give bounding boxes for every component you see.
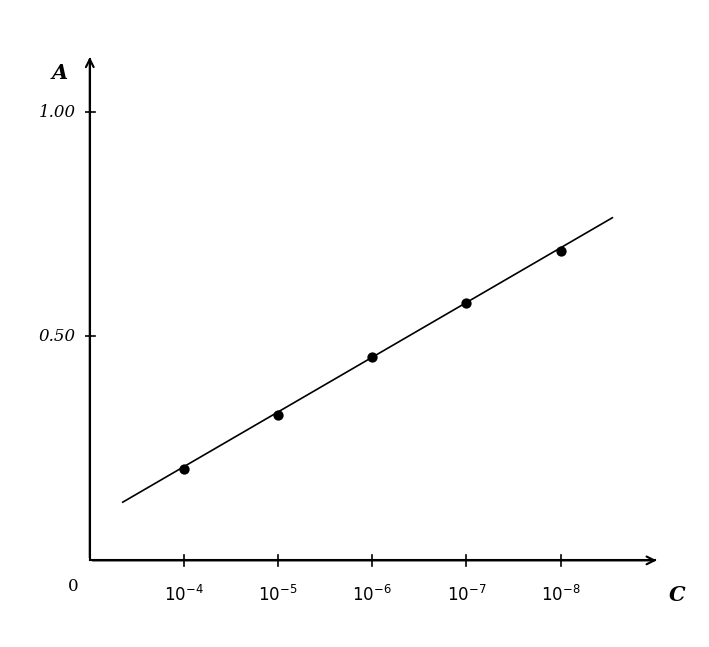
Text: A: A xyxy=(52,63,68,83)
Text: $10^{-8}$: $10^{-8}$ xyxy=(541,585,581,605)
Text: $10^{-7}$: $10^{-7}$ xyxy=(447,585,486,605)
Point xyxy=(272,410,284,420)
Point xyxy=(461,298,472,308)
Text: $10^{-4}$: $10^{-4}$ xyxy=(164,585,203,605)
Text: 0.50: 0.50 xyxy=(38,328,76,345)
Text: 0: 0 xyxy=(67,578,78,595)
Point xyxy=(555,246,566,256)
Point xyxy=(178,463,189,474)
Point xyxy=(367,351,378,362)
Text: C: C xyxy=(669,585,686,605)
Text: $10^{-6}$: $10^{-6}$ xyxy=(352,585,392,605)
Text: $10^{-5}$: $10^{-5}$ xyxy=(258,585,298,605)
Text: 1.00: 1.00 xyxy=(38,104,76,121)
